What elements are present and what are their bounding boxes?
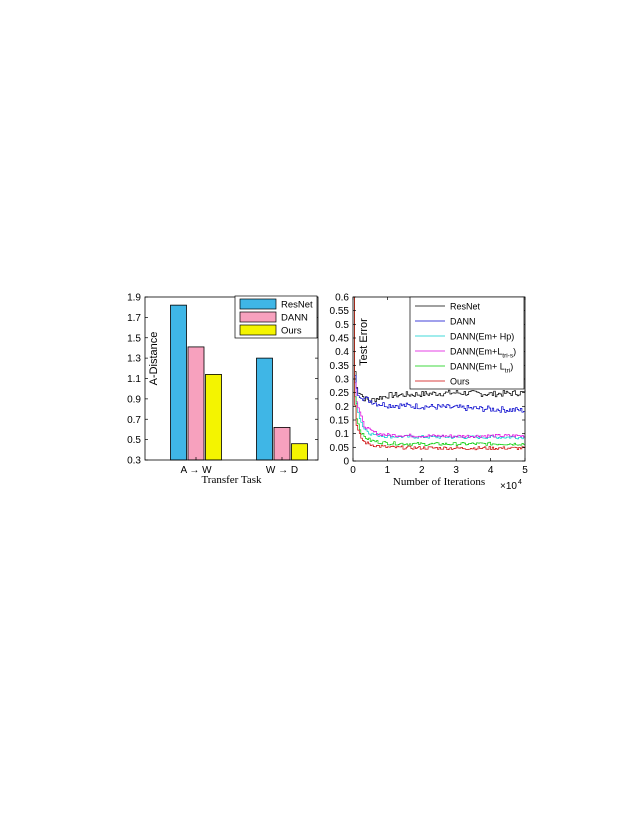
legend-label-5: Ours — [450, 377, 470, 387]
legend-label-tail: ) — [510, 362, 513, 372]
x-tick-label: W → D — [266, 465, 298, 476]
x-tick-label: 4 — [488, 465, 494, 476]
series-line-1 — [353, 296, 526, 413]
y-tick-label: 0 — [343, 457, 349, 468]
y-tick-label: 0.7 — [127, 415, 141, 426]
y-tick-label: 0.2 — [335, 402, 349, 413]
legend-label-dann: DANN — [281, 313, 308, 324]
y-tick-label: 0.3 — [335, 375, 349, 386]
y-tick-label: 0.4 — [335, 347, 349, 358]
y-axis-label: Test Error — [358, 318, 370, 366]
x-multiplier-exponent: 4 — [518, 479, 522, 486]
y-tick-label: 0.1 — [335, 429, 349, 440]
series-line-0 — [353, 296, 526, 403]
series-line-5 — [353, 296, 526, 451]
y-tick-label: 0.05 — [330, 443, 350, 454]
legend-label-0: ResNet — [450, 302, 481, 312]
legend-label-1: DANN — [450, 317, 476, 327]
y-axis-label: A-Distance — [148, 332, 160, 386]
legend-label-text: Ours — [450, 377, 470, 387]
y-tick-label: 0.6 — [335, 293, 349, 304]
y-tick-label: 1.7 — [127, 313, 141, 324]
legend-label-subscript: tri — [505, 368, 510, 375]
series-line-3 — [353, 296, 526, 438]
legend-label-resnet: ResNet — [281, 300, 313, 311]
y-tick-label: 0.5 — [127, 435, 141, 446]
legend-swatch-dann — [239, 311, 277, 323]
series-line-4 — [353, 296, 526, 447]
legend-swatch-ours — [239, 324, 277, 336]
legend-label-3: DANN(Em+Ltri-s) — [450, 347, 516, 360]
x-multiplier: ×10 — [500, 481, 517, 492]
legend-label-subscript: tri-s — [502, 353, 514, 360]
legend-label-ours: Ours — [281, 326, 302, 337]
legend-label-tail: ) — [513, 347, 516, 357]
y-tick-label: 0.35 — [330, 361, 350, 372]
series-line-2 — [353, 296, 526, 440]
y-tick-label: 0.25 — [330, 388, 350, 399]
y-tick-label: 0.15 — [330, 416, 350, 427]
x-tick-label: 5 — [522, 465, 528, 476]
x-tick-label: 0 — [350, 465, 356, 476]
x-tick-label: 1 — [385, 465, 391, 476]
legend-label-text: ResNet — [450, 302, 481, 312]
legend-label-text: DANN — [450, 317, 476, 327]
y-tick-label: 0.55 — [330, 306, 350, 317]
legend-label-text: DANN(Em+ Hp) — [450, 332, 514, 342]
y-tick-label: 1.3 — [127, 354, 141, 365]
y-tick-label: 0.45 — [330, 334, 350, 345]
x-axis-label: Transfer Task — [201, 474, 262, 486]
y-tick-label: 0.3 — [127, 456, 141, 467]
legend-box — [409, 296, 525, 390]
legend-label-2: DANN(Em+ Hp) — [450, 332, 514, 342]
y-tick-label: 0.5 — [335, 320, 349, 331]
y-tick-label: 1.1 — [127, 374, 141, 385]
x-tick-label: 2 — [419, 465, 425, 476]
x-tick-label: A → W — [180, 465, 212, 476]
legend-label-4: DANN(Em+ Ltri) — [450, 362, 513, 375]
legend-label-text: DANN(Em+L — [450, 347, 502, 357]
y-tick-label: 0.9 — [127, 394, 141, 405]
y-tick-label: 1.9 — [127, 293, 141, 304]
legend-label-text: DANN(Em+ L — [450, 362, 505, 372]
x-axis-label: Number of Iterations — [393, 476, 485, 488]
legend-swatch-resnet — [239, 298, 277, 310]
y-tick-label: 1.5 — [127, 333, 141, 344]
x-tick-label: 3 — [453, 465, 459, 476]
